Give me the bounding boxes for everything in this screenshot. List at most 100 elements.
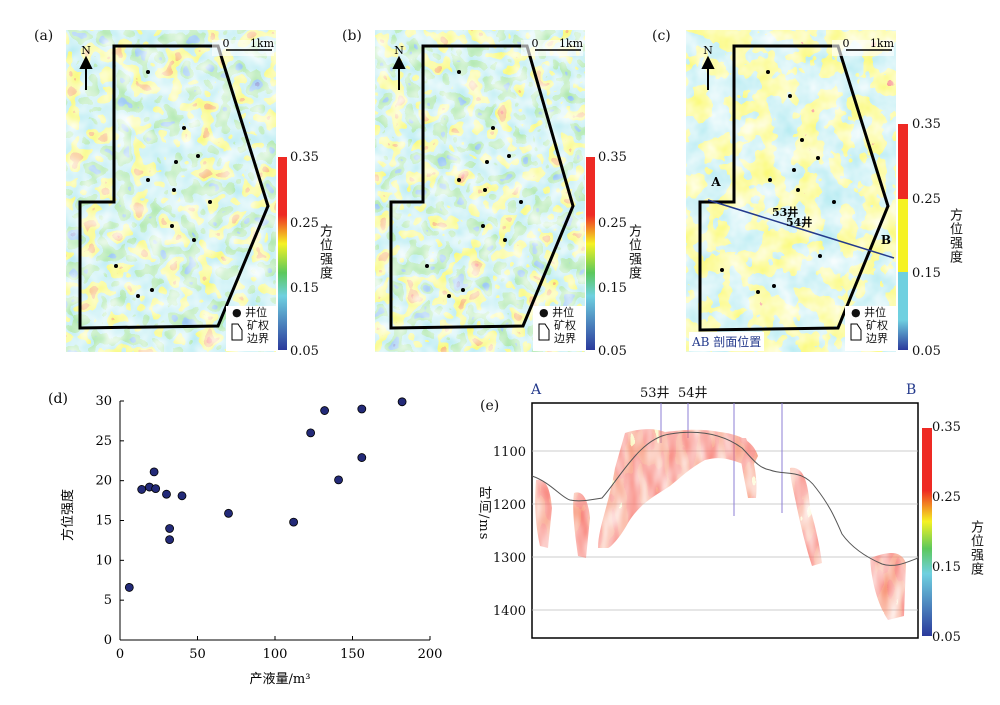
profile-note: AB 剖面位置 xyxy=(689,332,765,351)
legend-a: ● 井位 矿权 边界 xyxy=(226,306,278,351)
x-tick-label: 100 xyxy=(263,647,288,662)
x-axis-label: 产液量/m³ xyxy=(250,672,311,687)
colorbar-tick: 0.05 xyxy=(598,344,627,359)
y-tick-label: 25 xyxy=(95,434,112,449)
scale-km: 1km xyxy=(559,37,584,50)
scatter-point xyxy=(165,535,175,545)
mining-boundary xyxy=(698,44,890,332)
colorbar-b xyxy=(586,157,595,350)
legend-c: ● 井位 矿权 边界 xyxy=(845,306,897,351)
north-arrow-icon xyxy=(701,55,715,90)
north-arrow-icon xyxy=(392,55,406,90)
colorbar-title: 方位强度 xyxy=(968,520,983,576)
section-point-b: B xyxy=(906,382,917,398)
x-tick-label: 0 xyxy=(116,647,124,662)
section-ytick: 1400 xyxy=(493,604,526,619)
colorbar-tick: 0.25 xyxy=(912,192,941,207)
x-tick-label: 200 xyxy=(418,647,443,662)
legend-boundary-2: 边界 xyxy=(554,332,576,345)
scatter-point xyxy=(357,404,367,414)
scatter-point xyxy=(397,397,407,407)
well-points xyxy=(425,70,523,298)
scatter-point xyxy=(289,517,299,527)
colorbar-tick: 0.35 xyxy=(912,117,941,132)
profile-line-ab xyxy=(707,199,895,259)
colorbar-tick: 0.05 xyxy=(290,344,319,359)
scale-zero: 0 xyxy=(223,37,230,50)
colorbar-tick: 0.25 xyxy=(932,490,961,505)
colorbar-tick: 0.35 xyxy=(932,420,961,435)
map-a: 0 1km N xyxy=(66,30,276,352)
section-well-54: 54井 xyxy=(678,386,708,401)
legend-b: ● 井位 矿权 边界 xyxy=(533,306,585,351)
panel-label-a: (a) xyxy=(34,28,54,44)
azimuth-texture xyxy=(686,30,896,352)
colorbar-tick: 0.35 xyxy=(598,150,627,165)
scatter-point xyxy=(177,491,187,501)
x-tick-label: 150 xyxy=(340,647,365,662)
seismic-section: 1100 1200 1300 1400 xyxy=(493,402,919,639)
scatter-point xyxy=(165,524,175,533)
scatter-chart-d: (d) 0 50 100 150 200 0 5 10 15 20 25 30 产液量/m³ 方位强度 xyxy=(48,391,442,687)
boundary-icon xyxy=(850,323,862,341)
section-y-label: 时间/ms xyxy=(476,486,491,541)
panel-label-e: (e) xyxy=(480,398,500,414)
azimuth-texture xyxy=(66,30,276,352)
y-tick-label: 20 xyxy=(95,474,112,489)
legend-well-label: 井位 xyxy=(864,306,887,319)
mining-boundary xyxy=(389,44,575,330)
well-dot-icon: ● xyxy=(539,306,549,319)
mining-boundary xyxy=(78,44,270,330)
legend-boundary-1: 矿权 xyxy=(866,319,888,332)
scatter-point xyxy=(224,508,233,518)
well-points xyxy=(114,70,212,298)
scale-km: 1km xyxy=(870,37,895,50)
section-ytick: 1300 xyxy=(493,551,526,566)
scale-zero: 0 xyxy=(532,37,539,50)
colorbar-title: 方位强度 xyxy=(626,224,641,280)
well-dot-icon: ● xyxy=(851,306,861,319)
panel-label-c: (c) xyxy=(652,28,671,44)
panel-label-b: (b) xyxy=(342,28,362,44)
scatter-point xyxy=(149,467,159,477)
x-tick-label: 50 xyxy=(189,647,206,662)
scatter-point xyxy=(306,428,316,438)
map-b: 0 1km N xyxy=(375,30,585,352)
scatter-axes: 0 50 100 150 200 0 5 10 15 20 25 30 xyxy=(95,394,442,662)
north-label: N xyxy=(394,44,404,57)
scatter-point xyxy=(320,406,330,415)
colorbar-e xyxy=(922,428,932,636)
well-53-label: 53井 xyxy=(772,205,798,219)
north-label: N xyxy=(81,44,91,57)
legend-well-label: 井位 xyxy=(245,306,268,319)
north-label: N xyxy=(703,44,713,57)
scatter-point xyxy=(124,583,134,592)
colorbar-tick: 0.05 xyxy=(932,630,961,645)
colorbar-title: 方位强度 xyxy=(317,224,332,280)
scatter-point xyxy=(162,489,171,499)
profile-point-a: A xyxy=(710,175,721,189)
colorbar-a xyxy=(278,157,287,350)
horizon-line xyxy=(531,431,919,566)
colorbar-tick: 0.15 xyxy=(598,281,627,296)
section-well-53: 53井 xyxy=(640,386,670,401)
y-tick-label: 10 xyxy=(95,553,112,568)
scale-km: 1km xyxy=(250,37,275,50)
colorbar-tick: 0.05 xyxy=(912,344,941,359)
panel-label-d: (d) xyxy=(48,391,68,407)
scale-zero: 0 xyxy=(843,37,850,50)
y-tick-label: 15 xyxy=(95,514,112,529)
colorbar-title: 方位强度 xyxy=(947,208,962,264)
scatter-point xyxy=(357,453,367,462)
boundary-icon xyxy=(231,323,243,341)
map-c: A B 53井 54井 0 1km N xyxy=(686,30,896,352)
section-ytick: 1100 xyxy=(493,445,526,460)
y-tick-label: 0 xyxy=(104,633,112,648)
colorbar-tick: 0.25 xyxy=(290,216,319,231)
well-points xyxy=(720,70,836,294)
section-point-a: A xyxy=(531,382,542,398)
scatter-point xyxy=(334,475,343,485)
profile-point-b: B xyxy=(881,233,891,247)
colorbar-tick: 0.15 xyxy=(932,560,961,575)
scatter-points xyxy=(124,397,407,592)
